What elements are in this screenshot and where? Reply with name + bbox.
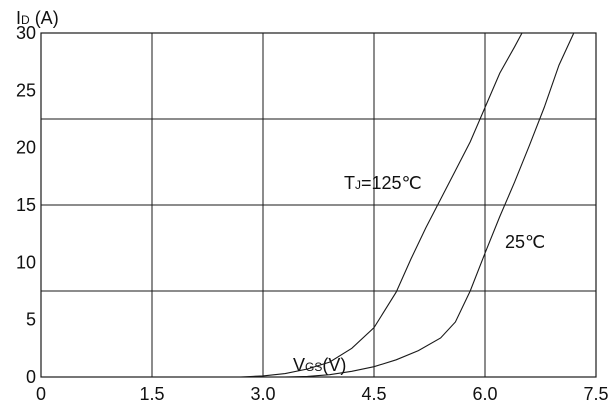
y-tick-labels: 0 5 10 15 20 25 30 (16, 23, 36, 387)
y-tick-label: 5 (26, 310, 36, 330)
x-tick-label: 3.0 (250, 384, 275, 404)
x-tick-label: 7.5 (583, 384, 608, 404)
series-label-25c: 25℃ (505, 232, 545, 252)
y-tick-label: 15 (16, 195, 36, 215)
series-line-125c (240, 32, 523, 378)
y-tick-label: 30 (16, 23, 36, 43)
x-axis-label: VGS(V) (293, 355, 346, 375)
y-tick-label: 10 (16, 252, 36, 272)
grid (41, 33, 596, 377)
y-axis-label: ID (A) (16, 8, 59, 28)
y-tick-label: 0 (26, 367, 36, 387)
x-tick-label: 4.5 (361, 384, 386, 404)
series-label-125c: TJ=125℃ (344, 173, 422, 193)
x-tick-labels: 0 1.5 3.0 4.5 6.0 7.5 (36, 384, 609, 404)
x-tick-label: 1.5 (139, 384, 164, 404)
y-tick-label: 25 (16, 80, 36, 100)
series-group (240, 32, 575, 378)
series-line-25c (285, 32, 575, 378)
y-tick-label: 20 (16, 138, 36, 158)
x-tick-label: 0 (36, 384, 46, 404)
x-tick-label: 6.0 (472, 384, 497, 404)
